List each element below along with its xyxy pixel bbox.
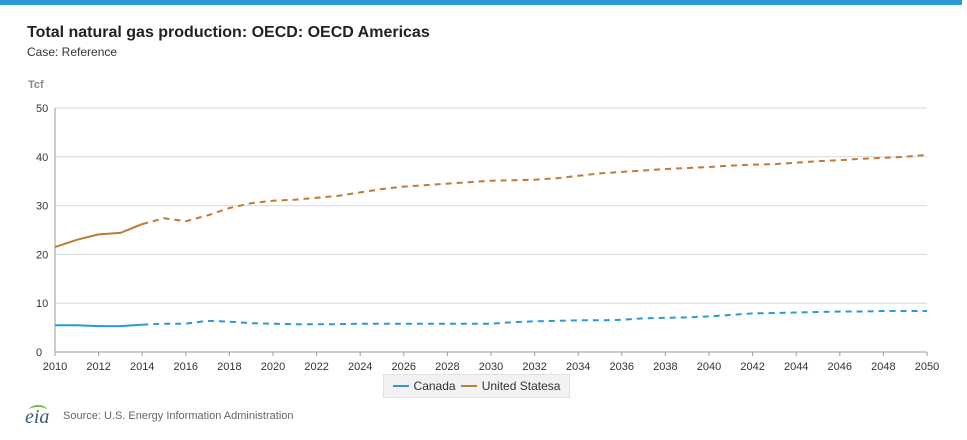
series-line-historical-0[interactable]: [55, 323, 143, 328]
x-tick-label: 2034: [566, 361, 590, 373]
legend-swatch-canada: [392, 385, 409, 387]
x-tick-label: 2014: [130, 361, 154, 373]
x-tick-label: 2046: [828, 361, 852, 373]
x-tick-label: 2050: [915, 361, 939, 373]
x-tick-label: 2022: [304, 361, 328, 373]
x-tick-label: 2040: [697, 361, 721, 373]
source-footer: eia Source: U.S. Energy Information Admi…: [25, 404, 294, 428]
grid-layer: [55, 107, 927, 353]
legend-label-canada: Canada: [413, 379, 456, 393]
legend-swatch-united-states: [460, 385, 477, 387]
y-tick-label: 20: [36, 249, 48, 261]
y-tick-label: 10: [36, 298, 48, 310]
y-tick-label: 30: [36, 201, 48, 213]
x-tick-label: 2026: [392, 361, 416, 373]
x-tick-label: 2028: [435, 361, 459, 373]
series-line-projection-0[interactable]: [142, 310, 927, 326]
x-tick-label: 2044: [784, 361, 808, 373]
legend-label-united-states: United Statesa: [481, 379, 561, 393]
x-tick-label: 2042: [740, 361, 764, 373]
eia-logo: eia: [25, 405, 50, 428]
y-tick-label: 0: [36, 347, 42, 359]
chart-legend: Canada United Statesa: [383, 374, 570, 398]
series-line-historical-1[interactable]: [54, 223, 143, 249]
x-tick-label: 2018: [217, 361, 241, 373]
source-text: Source: U.S. Energy Information Administ…: [63, 410, 294, 422]
x-tick-label: 2048: [871, 361, 895, 373]
y-axis-unit-label: Tcf: [28, 79, 44, 91]
x-tick-label: 2038: [653, 361, 677, 373]
y-tick-label: 40: [36, 152, 48, 164]
series-layer: [54, 153, 928, 328]
top-accent-bar: [0, 0, 962, 5]
legend-item-canada[interactable]: Canada: [392, 379, 456, 393]
x-tick-label: 2024: [348, 361, 372, 373]
legend-item-united-states[interactable]: United Statesa: [460, 379, 561, 393]
x-tick-label: 2020: [261, 361, 285, 373]
series-line-projection-1[interactable]: [141, 153, 928, 226]
chart-subtitle: Case: Reference: [27, 45, 118, 59]
x-tick-label: 2030: [479, 361, 503, 373]
y-tick-label: 50: [36, 103, 48, 115]
chart-title: Total natural gas production: OECD: OECD…: [27, 24, 430, 41]
x-tick-label: 2032: [522, 361, 546, 373]
x-tick-label: 2012: [86, 361, 110, 373]
x-tick-label: 2036: [610, 361, 634, 373]
x-tick-label: 2016: [174, 361, 198, 373]
x-tick-label: 2010: [43, 361, 67, 373]
